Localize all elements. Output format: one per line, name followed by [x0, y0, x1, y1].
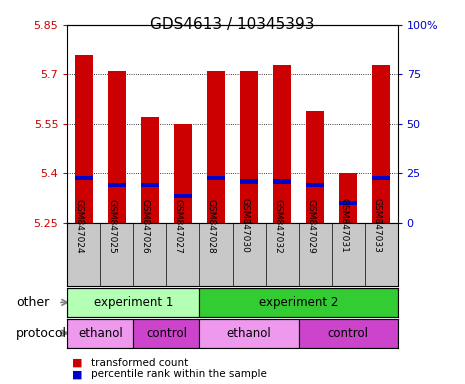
Bar: [75, 55, 93, 223]
Text: ■: ■: [72, 369, 83, 379]
Text: GSM847025: GSM847025: [108, 199, 117, 253]
Text: ethanol: ethanol: [226, 327, 272, 339]
Bar: [240, 71, 258, 223]
Bar: [306, 183, 324, 187]
Text: other: other: [16, 296, 50, 309]
Text: GSM847027: GSM847027: [174, 199, 183, 253]
Bar: [108, 71, 126, 223]
Bar: [133, 319, 199, 348]
Text: GSM847026: GSM847026: [141, 199, 150, 253]
Bar: [339, 173, 357, 223]
Bar: [199, 319, 299, 348]
Text: ■: ■: [72, 358, 83, 368]
Text: GSM847029: GSM847029: [306, 199, 315, 253]
Bar: [240, 179, 258, 184]
Bar: [306, 111, 324, 223]
Text: percentile rank within the sample: percentile rank within the sample: [91, 369, 266, 379]
Text: control: control: [146, 327, 187, 339]
Text: GSM847033: GSM847033: [372, 199, 381, 253]
Text: experiment 1: experiment 1: [94, 296, 173, 309]
Text: protocol: protocol: [16, 327, 67, 339]
Bar: [141, 117, 159, 223]
Text: experiment 2: experiment 2: [259, 296, 338, 309]
Bar: [372, 176, 390, 180]
Text: control: control: [327, 327, 369, 339]
Text: ethanol: ethanol: [78, 327, 123, 339]
Text: transformed count: transformed count: [91, 358, 188, 368]
Bar: [141, 183, 159, 187]
Bar: [299, 319, 398, 348]
Text: GSM847030: GSM847030: [240, 199, 249, 253]
Bar: [75, 176, 93, 180]
Text: GSM847031: GSM847031: [339, 199, 348, 253]
Bar: [67, 288, 199, 317]
Bar: [339, 201, 357, 205]
Bar: [174, 194, 192, 199]
Text: GDS4613 / 10345393: GDS4613 / 10345393: [150, 17, 315, 32]
Bar: [273, 179, 291, 184]
Bar: [207, 176, 225, 180]
Bar: [372, 65, 390, 223]
Bar: [108, 183, 126, 187]
Bar: [273, 65, 291, 223]
Bar: [207, 71, 225, 223]
Bar: [67, 319, 133, 348]
Bar: [199, 288, 398, 317]
Text: GSM847024: GSM847024: [75, 199, 84, 253]
Text: GSM847032: GSM847032: [273, 199, 282, 253]
Bar: [174, 124, 192, 223]
Text: GSM847028: GSM847028: [207, 199, 216, 253]
